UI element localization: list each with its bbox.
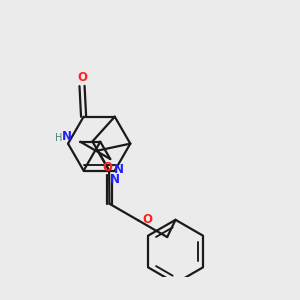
Text: N: N [110, 173, 120, 186]
Text: N: N [62, 130, 72, 143]
Text: O: O [143, 213, 153, 226]
Text: H: H [56, 133, 63, 143]
Text: N: N [114, 163, 124, 176]
Text: O: O [77, 71, 87, 84]
Text: O: O [102, 160, 112, 174]
